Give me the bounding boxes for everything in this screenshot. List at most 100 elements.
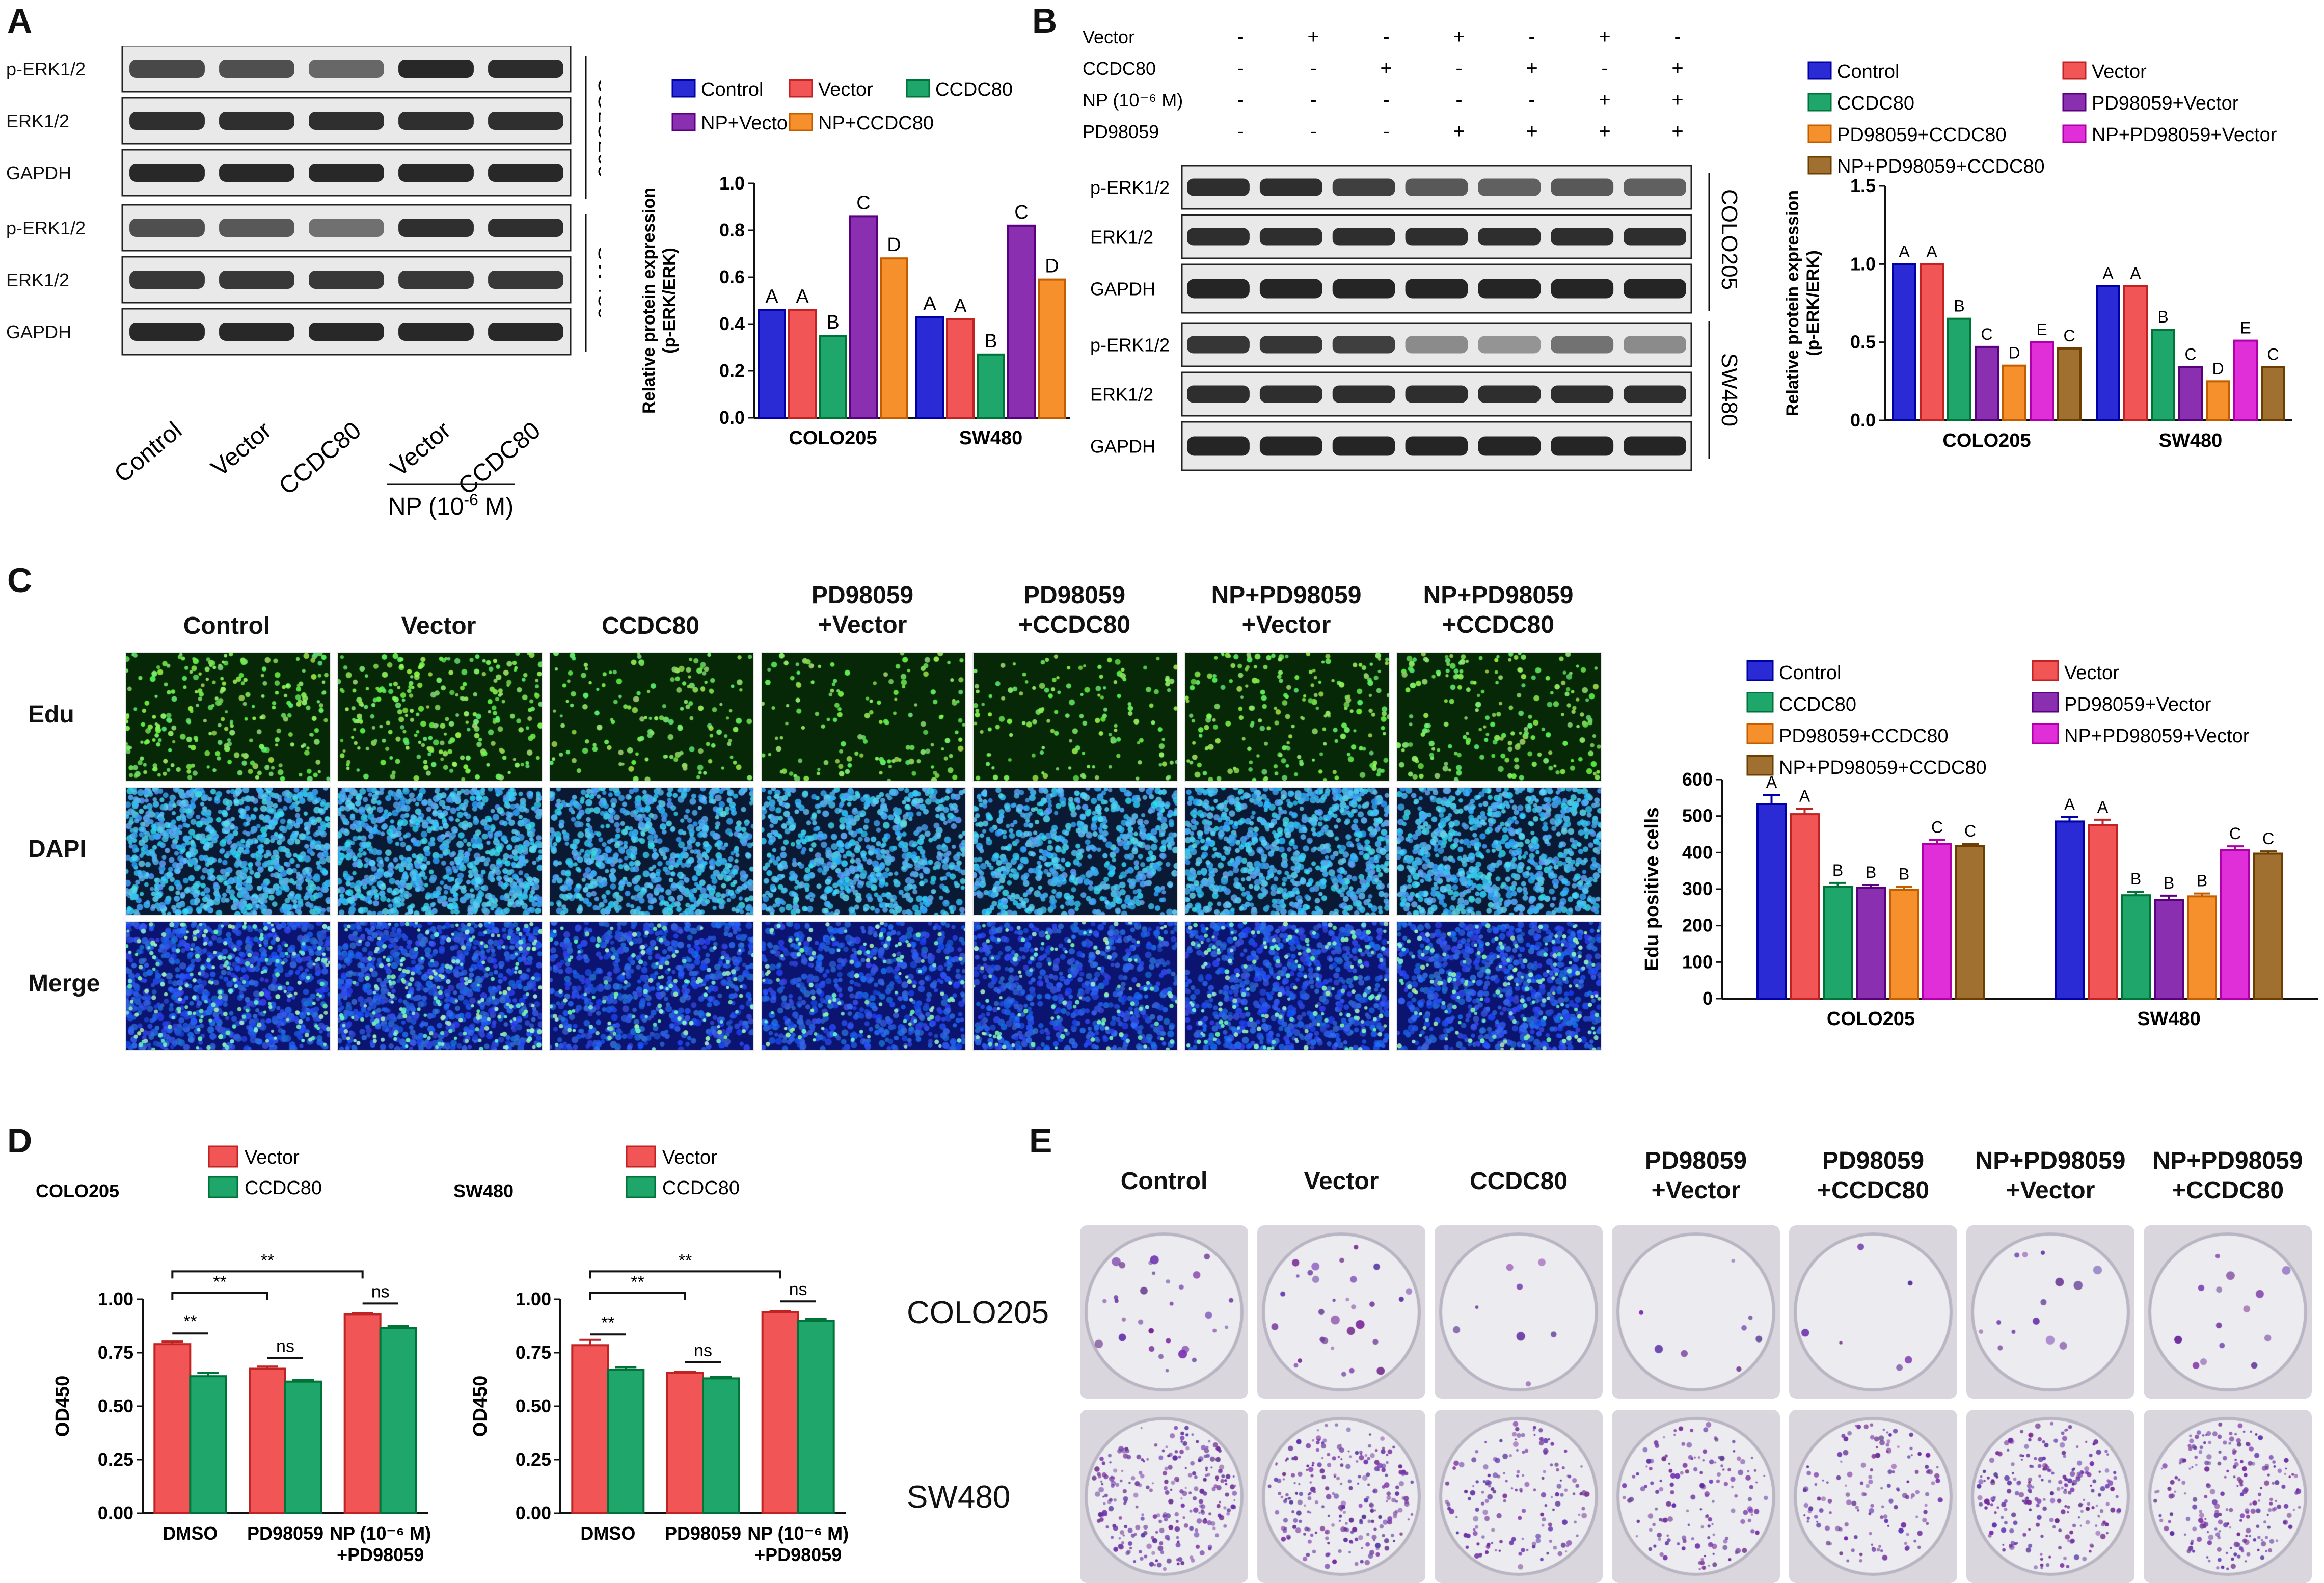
colony-plate-sw480-control	[1080, 1410, 1248, 1583]
blot-band	[309, 164, 384, 182]
group-bracket	[171, 1292, 268, 1300]
blot-band	[219, 112, 294, 130]
condition-sign: -	[1237, 120, 1244, 143]
bar-vector-pd98059	[666, 1372, 704, 1514]
significance-letter: A	[2097, 798, 2109, 816]
cell-line-label-colo205: COLO205	[1717, 189, 1742, 290]
blot-band	[1551, 228, 1614, 246]
bar-np-vector-sw480	[1007, 224, 1036, 419]
blot-band	[1624, 178, 1686, 196]
y-axis-label: (p-ERK/ERK)	[1803, 250, 1823, 356]
blot-band	[219, 219, 294, 237]
significance-letter: A	[1899, 242, 1910, 260]
legend-label-np-pd98059-vector: NP+PD98059+Vector	[2092, 124, 2277, 146]
condition-row-label-np-10-m: NP (10⁻⁶ M)	[1083, 90, 1183, 111]
legend-swatch-np-pd98059-vector	[2062, 124, 2087, 143]
significance-letter: B	[1866, 863, 1876, 881]
blot-band	[1624, 279, 1686, 299]
y-tick-label: 0.50	[516, 1396, 551, 1416]
y-tick-label: 1.5	[1850, 175, 1876, 196]
condition-label-pd98059-ccdc80: PD98059 +CCDC80	[1018, 582, 1131, 638]
blot-band	[129, 60, 205, 78]
significance-letter: C	[2063, 327, 2075, 345]
legend-label-ccdc80: CCDC80	[1837, 93, 1914, 114]
blot-band	[1478, 436, 1541, 456]
colony-plate-sw480-np-pd98059-vector	[1966, 1410, 2134, 1583]
blot-band	[1551, 178, 1614, 196]
blot-label-gapdh: GAPDH	[6, 321, 71, 342]
bar-vector-colo205	[1920, 263, 1944, 421]
significance-letter: C	[856, 192, 870, 213]
bar-ccdc80-sw480	[2151, 329, 2175, 422]
y-tick-label: 1.0	[719, 173, 745, 194]
blot-band	[309, 323, 384, 341]
micrograph-merge-np-pd98059-ccdc80	[1396, 921, 1602, 1051]
y-tick-label: 1.00	[516, 1289, 551, 1309]
blot-band	[1478, 336, 1541, 354]
condition-sign: -	[1237, 89, 1244, 111]
condition-label-ccdc80: CCDC80	[601, 612, 700, 639]
x-category-label-sw480: SW480	[2159, 430, 2223, 451]
blot-band	[1332, 228, 1395, 246]
micrograph-merge-vector	[337, 921, 543, 1051]
y-tick-label: 400	[1682, 842, 1713, 863]
significance-letter: D	[1045, 256, 1059, 277]
bar-ccdc80-colo205	[819, 335, 847, 419]
blot-band	[129, 219, 205, 237]
condition-sign: -	[1383, 89, 1389, 111]
micrograph-merge-pd98059-vector	[761, 921, 966, 1051]
colony-plate-colo205-pd98059-ccdc80	[1789, 1225, 1957, 1399]
group-bracket	[171, 1270, 364, 1279]
panel-letter-b: B	[1032, 2, 1058, 40]
condition-label-vector: Vector	[1304, 1168, 1379, 1195]
edu-microscopy-grid: Control Vector CCDC80 PD98059 +Vector PD9805…	[0, 571, 1610, 1080]
legend-label-np-pd98059-ccdc80: NP+PD98059+CCDC80	[1837, 156, 2045, 177]
significance-letter: B	[1899, 865, 1909, 883]
condition-label-np-pd98059-ccdc80: NP+PD98059 +CCDC80	[2152, 1147, 2303, 1204]
significance-letter: C	[1964, 822, 1976, 840]
x-category-label-pd98059: PD98059	[665, 1523, 741, 1544]
legend-label-np-pd98059-vector: NP+PD98059+Vector	[2064, 726, 2250, 747]
condition-sign: -	[1383, 25, 1389, 48]
bar-pd98059-ccdc80-sw480	[2206, 380, 2230, 421]
bar-np-pd98059-vector-sw480	[2233, 339, 2258, 421]
colony-plate-sw480-ccdc80	[1435, 1410, 1603, 1583]
bar-pd98059-ccdc80-sw480	[2187, 895, 2217, 1000]
y-tick-label: 0.00	[98, 1502, 133, 1523]
condition-sign: -	[1528, 89, 1535, 111]
y-axis-label: Edu positive cells	[1641, 808, 1663, 971]
bar-np-pd98059-vector-sw480	[2220, 849, 2250, 1000]
significance-letter: A	[2130, 264, 2141, 282]
significance-letter: B	[2197, 872, 2207, 890]
y-axis-label: OD450	[470, 1376, 491, 1437]
blot-band	[1405, 228, 1468, 246]
panel-letter-a: A	[7, 2, 33, 40]
blot-band	[309, 60, 384, 78]
blot-band	[1624, 228, 1686, 246]
bar-control-sw480	[915, 316, 944, 419]
legend-label-vector: Vector	[662, 1147, 717, 1168]
bar-vector-sw480	[946, 318, 975, 419]
legend-swatch-pd98059-ccdc80	[1807, 124, 1832, 143]
colony-plates-grid: Control Vector CCDC80 PD98059 +Vector PD9805…	[886, 1146, 2323, 1583]
condition-sign: +	[1671, 89, 1683, 111]
condition-sign: -	[1383, 120, 1389, 143]
condition-row-label-ccdc80: CCDC80	[1083, 58, 1156, 79]
y-tick-label: 0.0	[1850, 410, 1876, 431]
legend-swatch-np-ccdc80	[789, 113, 813, 131]
blot-band	[1187, 436, 1250, 456]
significance-mark: **	[631, 1272, 644, 1292]
x-category-label-sw480: SW480	[2137, 1008, 2201, 1030]
significance-letter: B	[1954, 297, 1964, 315]
condition-row-label-vector: Vector	[1083, 26, 1134, 47]
legend-label-control: Control	[1837, 61, 1900, 83]
blot-band	[129, 164, 205, 182]
colony-plate-colo205-pd98059-vector	[1612, 1225, 1780, 1399]
legend-swatch-vector	[789, 79, 813, 98]
blot-b-svg: Vector - + - + - + - CCDC80 - - + - + - + NP (10⁻⁶ M) - - -…	[1083, 25, 1742, 471]
micrograph-dapi-vector	[337, 787, 543, 916]
row-label-colo205: COLO205	[907, 1295, 1049, 1330]
micrograph-dapi-np-pd98059-vector	[1184, 787, 1390, 916]
significance-letter: A	[923, 293, 936, 314]
significance-letter: A	[765, 286, 778, 307]
